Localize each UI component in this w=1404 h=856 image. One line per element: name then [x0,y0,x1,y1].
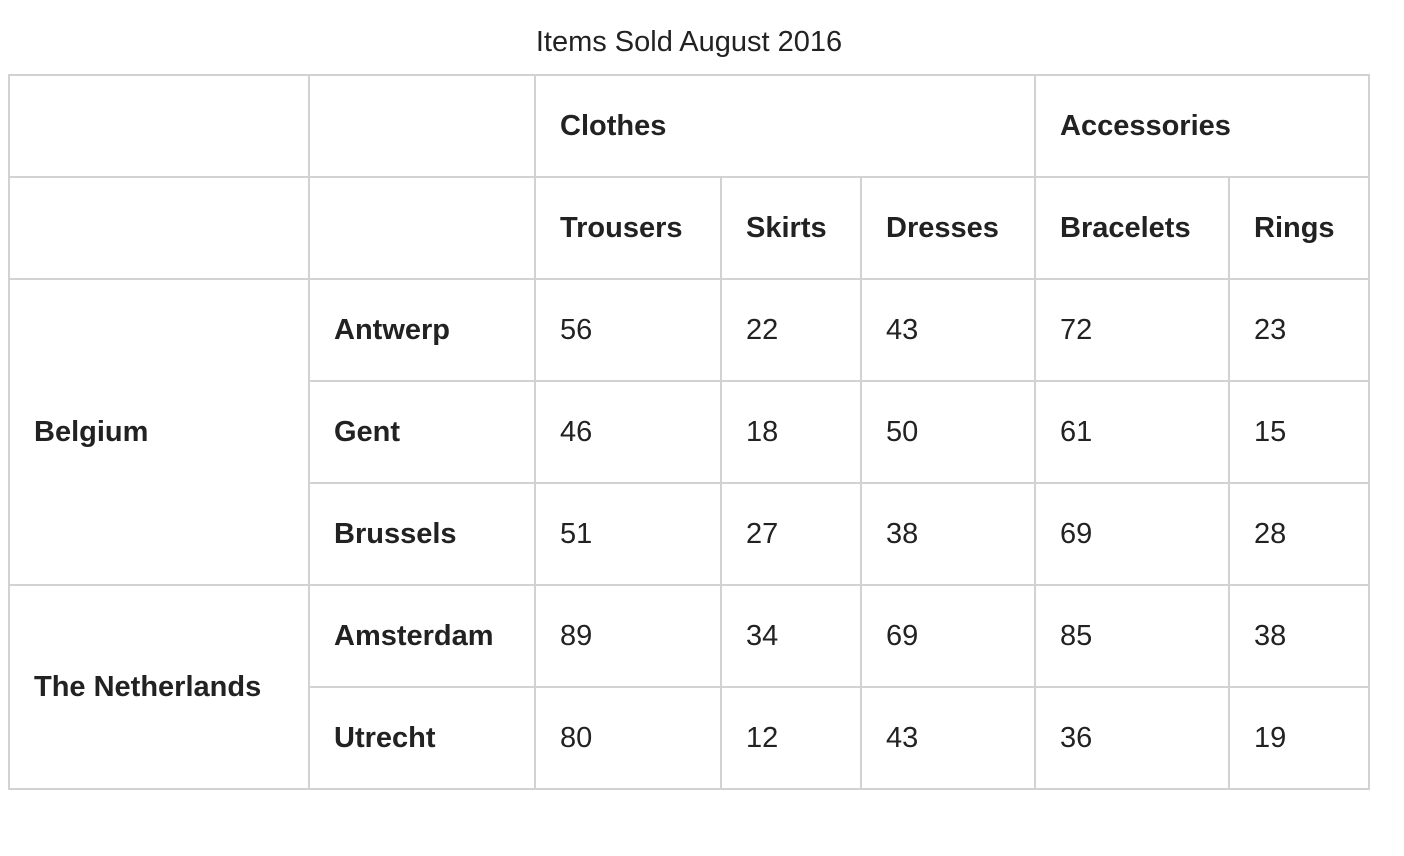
table-row: Utrecht 80 12 43 36 19 [9,686,1370,790]
column-header-bracelets: Bracelets [1034,176,1230,280]
city-header: Antwerp [308,278,536,382]
group-header-row: Clothes Accessories [8,74,1370,178]
column-header-row: Trousers Skirts Dresses Bracelets Rings [8,176,1370,280]
table-row: Gent 46 18 50 61 15 [9,380,1370,484]
table-row: Belgium Antwerp 56 22 43 72 23 [8,278,1370,586]
city-header: Utrecht [308,686,536,790]
city-header: Brussels [308,482,536,586]
data-cell: 43 [860,686,1036,790]
data-cell: 19 [1228,686,1370,790]
data-cell: 23 [1228,278,1370,382]
empty-corner-cell [8,74,310,178]
data-cell: 36 [1034,686,1230,790]
data-cell: 18 [720,380,862,484]
group-header-clothes: Clothes [534,74,1036,178]
table-caption: Items Sold August 2016 [535,26,843,58]
table-row: Brussels 51 27 38 69 28 [9,482,1370,586]
data-cell: 15 [1228,380,1370,484]
data-cell: 72 [1034,278,1230,382]
column-header-dresses: Dresses [860,176,1036,280]
data-cell: 69 [1034,482,1230,586]
data-cell: 89 [534,584,722,688]
data-cell: 85 [1034,584,1230,688]
country-header-netherlands: The Netherlands [8,584,310,790]
city-header: Gent [308,380,536,484]
data-cell: 50 [860,380,1036,484]
data-cell: 22 [720,278,862,382]
column-header-trousers: Trousers [534,176,722,280]
data-cell: 12 [720,686,862,790]
data-cell: 34 [720,584,862,688]
column-header-rings: Rings [1228,176,1370,280]
empty-corner-cell [8,176,310,280]
empty-corner-cell [308,74,536,178]
data-cell: 51 [534,482,722,586]
column-header-skirts: Skirts [720,176,862,280]
items-sold-table: Clothes Accessories Trousers Skirts Dres… [8,74,1370,790]
data-cell: 80 [534,686,722,790]
table-row: The Netherlands Amsterdam 89 34 69 85 38 [8,584,1370,790]
data-cell: 28 [1228,482,1370,586]
data-cell: 38 [1228,584,1370,688]
empty-corner-cell [308,176,536,280]
country-header-belgium: Belgium [8,278,310,586]
data-cell: 61 [1034,380,1230,484]
city-header: Amsterdam [308,584,536,688]
data-cell: 43 [860,278,1036,382]
data-cell: 38 [860,482,1036,586]
group-header-accessories: Accessories [1034,74,1370,178]
data-cell: 56 [534,278,722,382]
data-cell: 46 [534,380,722,484]
data-cell: 27 [720,482,862,586]
data-cell: 69 [860,584,1036,688]
